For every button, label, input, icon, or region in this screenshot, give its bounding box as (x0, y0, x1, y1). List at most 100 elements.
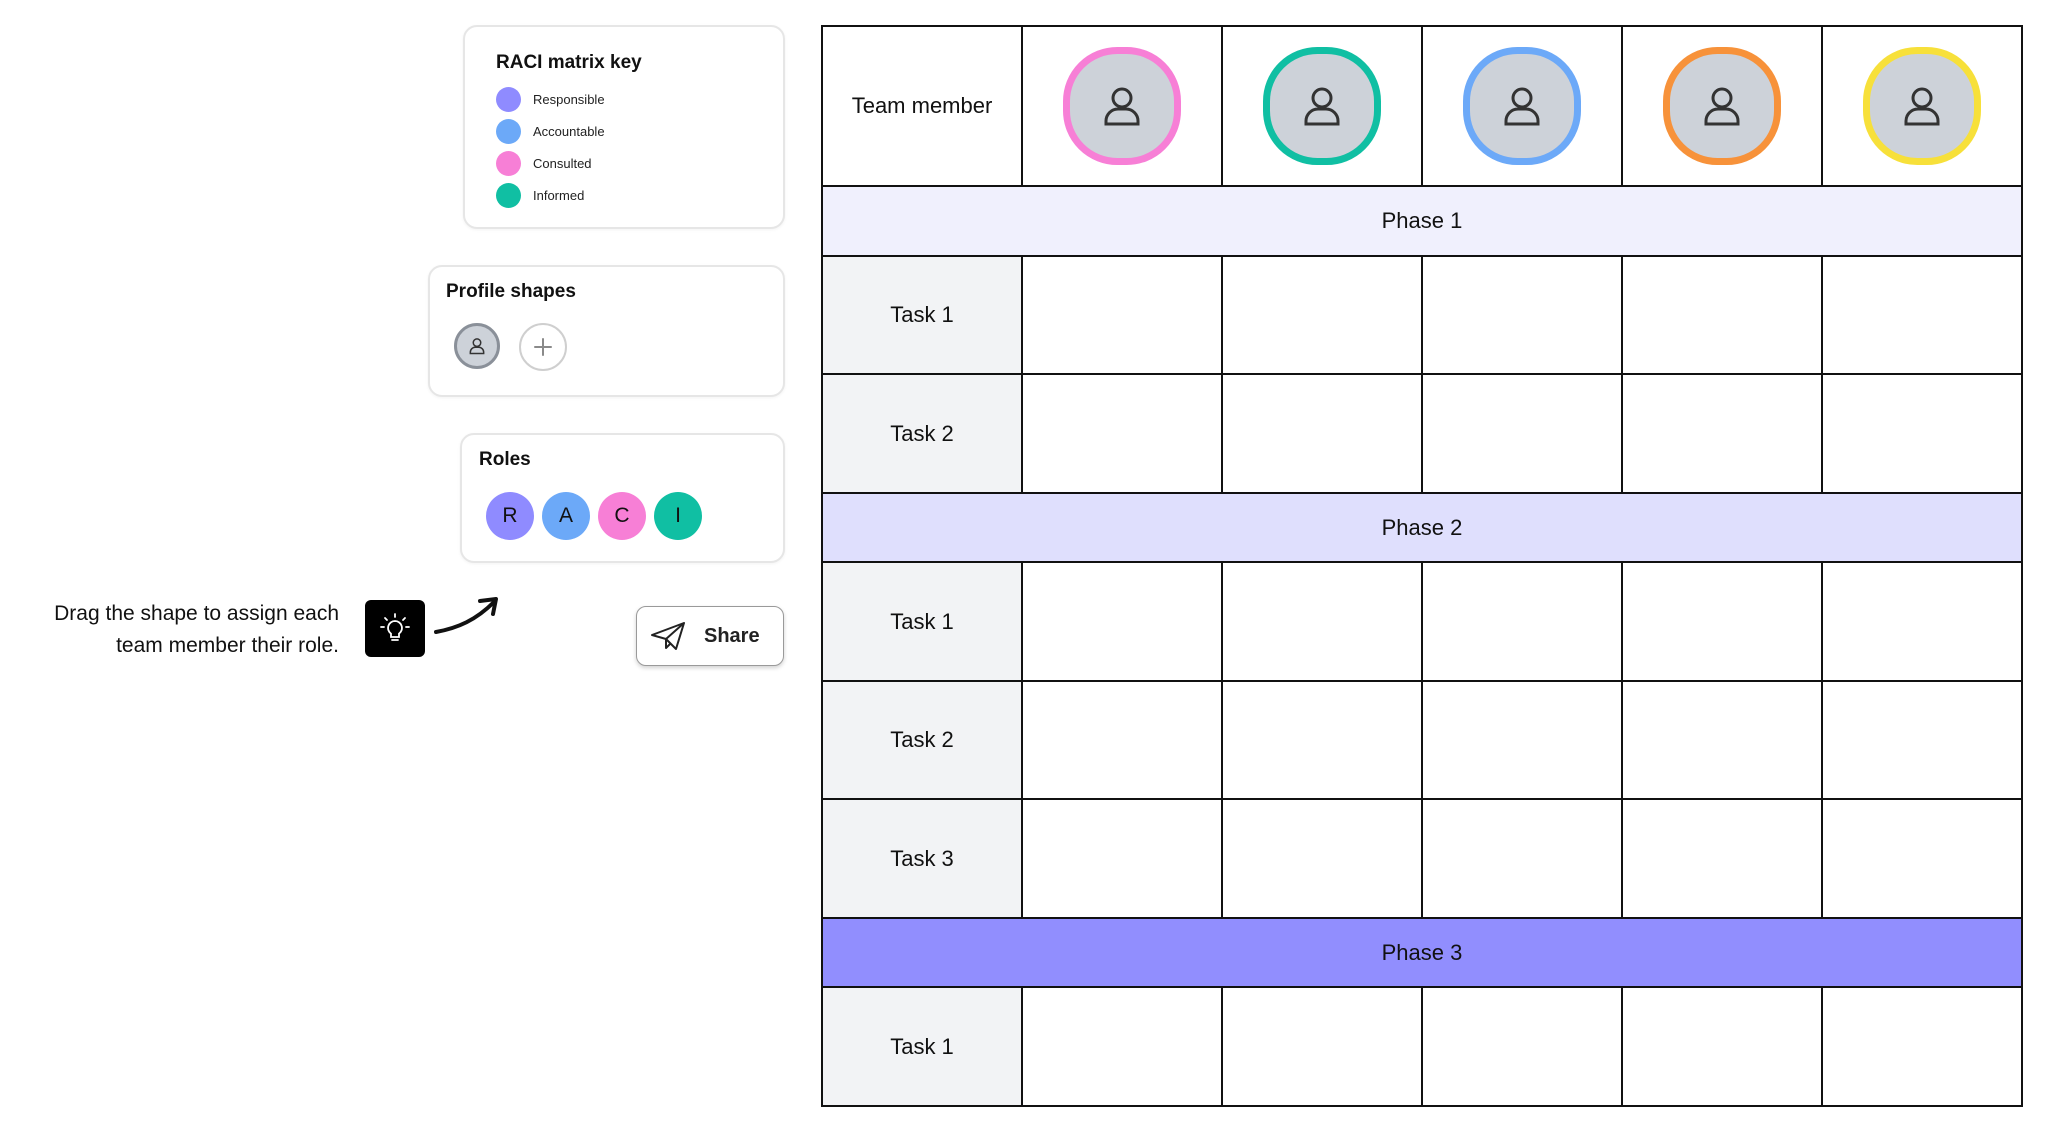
raci-key-title: RACI matrix key (496, 52, 642, 73)
assignment-cell[interactable] (1021, 561, 1223, 682)
team-member-label: Team member (821, 24, 1023, 188)
raci-matrix: Team member Phase 1 Task 1 Task 2 (821, 24, 2023, 1107)
role-chip-informed[interactable]: I (654, 492, 702, 540)
assignment-cell[interactable] (1021, 373, 1223, 494)
profile-shapes-title: Profile shapes (446, 281, 576, 302)
key-item-consulted: Consulted (496, 147, 605, 179)
user-icon (1304, 87, 1340, 126)
task-row: Task 1 (821, 254, 2023, 376)
task-label: Task 2 (821, 373, 1023, 494)
member-cell[interactable] (1221, 24, 1423, 188)
profile-shapes-panel: Profile shapes (428, 265, 785, 397)
assignment-cell[interactable] (1021, 254, 1223, 376)
hint-line-2: team member their role. (116, 634, 339, 657)
phase-row: Phase 2 (821, 491, 2023, 564)
assignment-cell[interactable] (1421, 986, 1623, 1107)
member-avatar[interactable] (1463, 47, 1581, 166)
assignment-cell[interactable] (1821, 798, 2023, 919)
consulted-dot (496, 150, 521, 176)
assignment-cell[interactable] (1221, 986, 1423, 1107)
assignment-cell[interactable] (1821, 679, 2023, 801)
share-label: Share (704, 624, 760, 647)
profile-shape-draggable[interactable] (454, 323, 500, 369)
assignment-cell[interactable] (1621, 561, 1823, 682)
user-icon (1504, 87, 1540, 126)
add-profile-shape-button[interactable] (519, 323, 567, 371)
phase-2-header: Phase 2 (821, 491, 2023, 564)
key-item-responsible: Responsible (496, 83, 605, 115)
key-label: Accountable (533, 123, 605, 139)
member-avatar[interactable] (1863, 47, 1981, 166)
task-row: Task 2 (821, 679, 2023, 801)
user-icon (1904, 87, 1940, 126)
task-row: Task 1 (821, 986, 2023, 1107)
hint-badge (365, 600, 425, 657)
user-icon (469, 338, 485, 355)
assignment-cell[interactable] (1021, 679, 1223, 801)
key-label: Consulted (533, 155, 592, 171)
assignment-cell[interactable] (1421, 373, 1623, 494)
key-label: Informed (533, 187, 585, 203)
assignment-cell[interactable] (1821, 373, 2023, 494)
assignment-cell[interactable] (1221, 373, 1423, 494)
assignment-cell[interactable] (1821, 254, 2023, 376)
assignment-cell[interactable] (1621, 986, 1823, 1107)
task-row: Task 2 (821, 373, 2023, 494)
assignment-cell[interactable] (1221, 679, 1423, 801)
assignment-cell[interactable] (1621, 254, 1823, 376)
role-chip-accountable[interactable]: A (542, 492, 590, 540)
assignment-cell[interactable] (1621, 373, 1823, 494)
phase-1-header: Phase 1 (821, 185, 2023, 257)
phase-3-header: Phase 3 (821, 916, 2023, 989)
assignment-cell[interactable] (1621, 679, 1823, 801)
task-label: Task 1 (821, 561, 1023, 682)
member-avatar[interactable] (1063, 47, 1181, 166)
member-cell[interactable] (1021, 24, 1223, 188)
assignment-cell[interactable] (1421, 798, 1623, 919)
task-label: Task 2 (821, 679, 1023, 801)
assignment-cell[interactable] (1221, 798, 1423, 919)
member-avatar[interactable] (1663, 47, 1781, 166)
assignment-cell[interactable] (1621, 798, 1823, 919)
lightbulb-icon (380, 612, 410, 641)
raci-key-list: Responsible Accountable Consulted Inform… (496, 83, 605, 211)
accountable-dot (496, 118, 521, 144)
task-label: Task 1 (821, 254, 1023, 376)
assignment-cell[interactable] (1421, 561, 1623, 682)
assignment-cell[interactable] (1421, 254, 1623, 376)
assignment-cell[interactable] (1021, 986, 1223, 1107)
role-chip-responsible[interactable]: R (486, 492, 534, 540)
assignment-cell[interactable] (1221, 254, 1423, 376)
share-button[interactable]: Share (636, 606, 784, 666)
roles-panel: Roles R A C I (460, 433, 785, 563)
assignment-cell[interactable] (1221, 561, 1423, 682)
task-row: Task 1 (821, 561, 2023, 682)
key-item-accountable: Accountable (496, 115, 605, 147)
paper-plane-icon (651, 622, 685, 650)
task-row: Task 3 (821, 798, 2023, 919)
hint-arrow-icon (434, 597, 498, 634)
assignment-cell[interactable] (1421, 679, 1623, 801)
member-avatar[interactable] (1263, 47, 1381, 166)
task-label: Task 1 (821, 986, 1023, 1107)
roles-title: Roles (479, 449, 531, 470)
responsible-dot (496, 86, 521, 112)
drag-hint-text: Drag the shape to assign each team membe… (0, 598, 339, 662)
plus-icon (534, 338, 552, 356)
task-label: Task 3 (821, 798, 1023, 919)
team-member-row: Team member (821, 24, 2023, 188)
member-cell[interactable] (1621, 24, 1823, 188)
raci-key-panel: RACI matrix key Responsible Accountable … (463, 25, 785, 229)
member-cell[interactable] (1821, 24, 2023, 188)
phase-row: Phase 1 (821, 185, 2023, 257)
key-item-informed: Informed (496, 179, 605, 211)
assignment-cell[interactable] (1821, 986, 2023, 1107)
user-icon (1104, 87, 1140, 126)
informed-dot (496, 182, 521, 208)
user-icon (1704, 87, 1740, 126)
key-label: Responsible (533, 91, 605, 107)
member-cell[interactable] (1421, 24, 1623, 188)
assignment-cell[interactable] (1821, 561, 2023, 682)
assignment-cell[interactable] (1021, 798, 1223, 919)
role-chip-consulted[interactable]: C (598, 492, 646, 540)
